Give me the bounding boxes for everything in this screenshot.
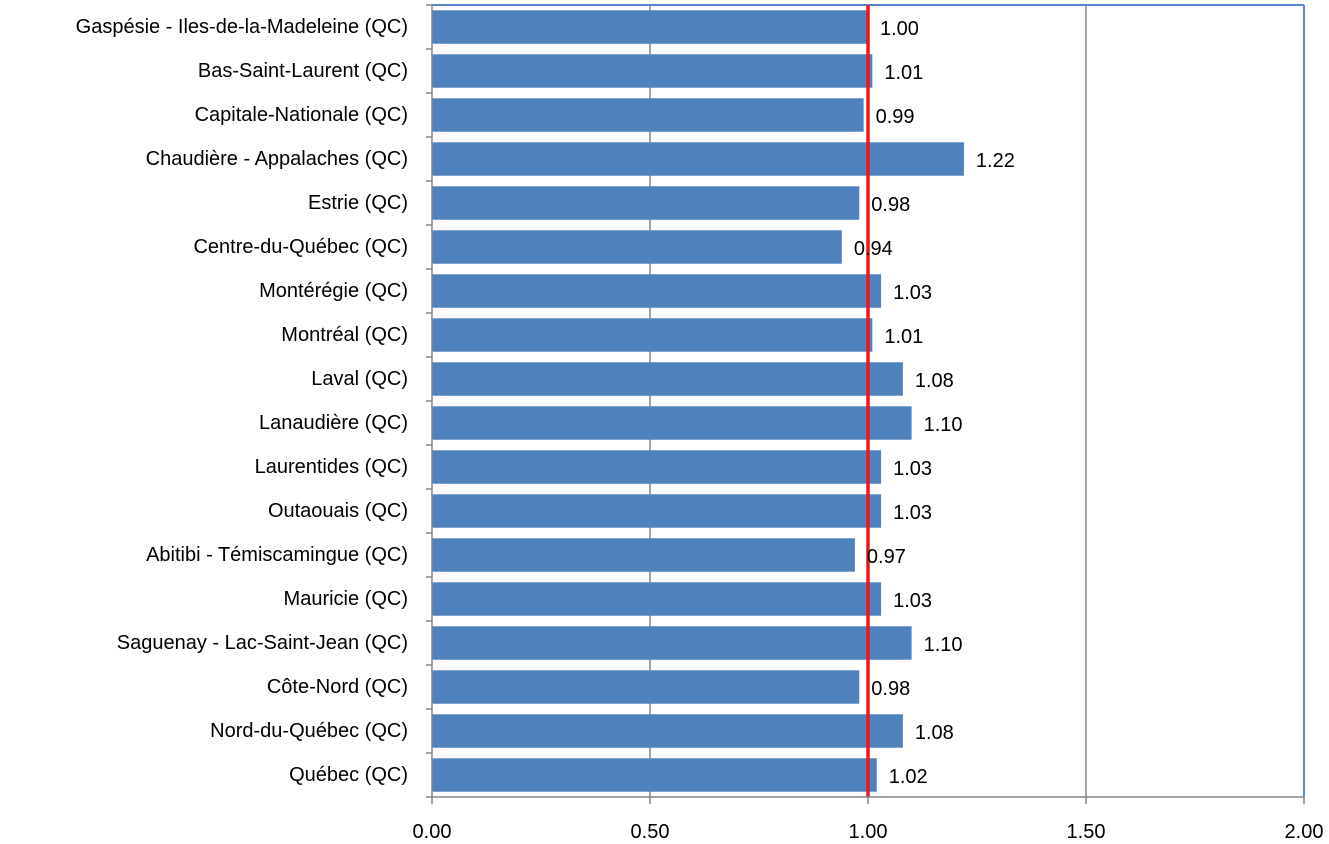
bar xyxy=(432,318,873,352)
data-label: 1.08 xyxy=(915,370,954,392)
data-label: 0.99 xyxy=(876,106,915,128)
bar xyxy=(432,494,882,528)
bar xyxy=(432,10,868,44)
data-label: 1.10 xyxy=(924,414,963,436)
bar xyxy=(432,758,877,792)
category-label: Montérégie (QC) xyxy=(259,280,408,302)
data-label: 0.97 xyxy=(867,546,906,568)
bar xyxy=(432,406,912,440)
bar xyxy=(432,274,882,308)
category-label: Laurentides (QC) xyxy=(255,456,408,478)
bar xyxy=(432,362,903,396)
data-label: 1.00 xyxy=(880,18,919,40)
x-tick-label: 0.50 xyxy=(631,821,670,843)
data-label: 1.08 xyxy=(915,722,954,744)
category-label: Nord-du-Québec (QC) xyxy=(210,720,408,742)
x-tick-label: 1.00 xyxy=(849,821,888,843)
labels: Gaspésie - Iles-de-la-Madeleine (QC) Bas-… xyxy=(76,16,1324,843)
x-tick-label: 1.50 xyxy=(1067,821,1106,843)
data-label: 1.01 xyxy=(884,326,923,348)
bar xyxy=(432,626,912,660)
x-tick-label: 2.00 xyxy=(1285,821,1324,843)
category-label: Gaspésie - Iles-de-la-Madeleine (QC) xyxy=(76,16,408,38)
category-label: Côte-Nord (QC) xyxy=(267,676,408,698)
bar xyxy=(432,670,860,704)
bar xyxy=(432,230,842,264)
data-label: 1.03 xyxy=(893,458,932,480)
bar xyxy=(432,538,855,572)
data-label: 0.94 xyxy=(854,238,893,260)
category-label: Saguenay - Lac-Saint-Jean (QC) xyxy=(117,632,408,654)
data-label: 1.01 xyxy=(884,62,923,84)
category-label: Estrie (QC) xyxy=(308,192,408,214)
data-label: 1.03 xyxy=(893,590,932,612)
category-label: Québec (QC) xyxy=(289,764,408,786)
data-label: 1.10 xyxy=(924,634,963,656)
bar xyxy=(432,98,864,132)
bar xyxy=(432,142,964,176)
category-label: Capitale-Nationale (QC) xyxy=(195,104,408,126)
category-label: Mauricie (QC) xyxy=(284,588,408,610)
bar xyxy=(432,54,873,88)
data-label: 1.02 xyxy=(889,766,928,788)
data-label: 1.03 xyxy=(893,282,932,304)
bar xyxy=(432,714,903,748)
bars xyxy=(432,10,964,792)
bar xyxy=(432,186,860,220)
bar xyxy=(432,450,882,484)
axes xyxy=(426,4,1305,804)
category-label: Bas-Saint-Laurent (QC) xyxy=(198,60,408,82)
category-label: Outaouais (QC) xyxy=(268,500,408,522)
data-label: 0.98 xyxy=(871,194,910,216)
category-label: Montréal (QC) xyxy=(281,324,408,346)
category-label: Centre-du-Québec (QC) xyxy=(193,236,408,258)
data-label: 0.98 xyxy=(871,678,910,700)
category-label: Lanaudière (QC) xyxy=(259,412,408,434)
category-label: Abitibi - Témiscamingue (QC) xyxy=(146,544,408,566)
category-label: Chaudière - Appalaches (QC) xyxy=(146,148,408,170)
x-tick-label: 0.00 xyxy=(413,821,452,843)
data-label: 1.22 xyxy=(976,150,1015,172)
data-label: 1.03 xyxy=(893,502,932,524)
category-label: Laval (QC) xyxy=(311,368,408,390)
bar xyxy=(432,582,882,616)
